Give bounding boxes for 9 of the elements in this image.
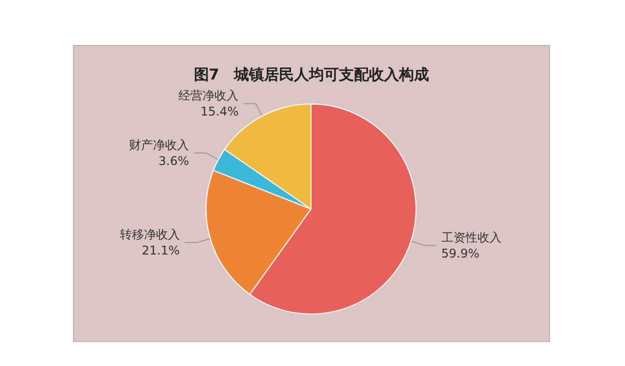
data-label: 15.4% bbox=[200, 104, 239, 119]
slice-label: 工资性收入 bbox=[441, 230, 502, 244]
slice-label: 转移净收入 bbox=[120, 228, 180, 242]
chart-title: 图7 城镇居民人均可支配收入构成 bbox=[194, 66, 430, 84]
data-label: 3.6% bbox=[158, 154, 190, 168]
slice-label: 经营净收入 bbox=[178, 88, 239, 103]
data-label: 59.9% bbox=[441, 246, 480, 260]
data-label: 21.1% bbox=[142, 244, 180, 258]
slice-label: 财产净收入 bbox=[129, 138, 190, 152]
